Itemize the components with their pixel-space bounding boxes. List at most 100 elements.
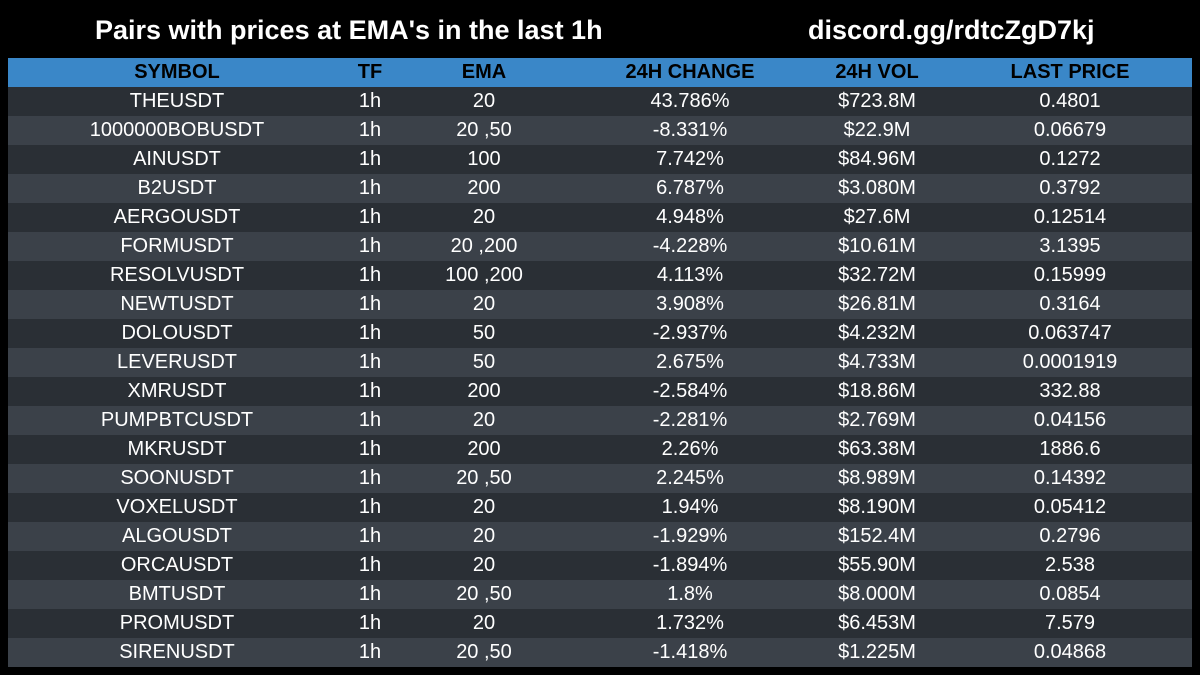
price-cell: 2.538 xyxy=(1044,554,1096,576)
ema-cell: 50 xyxy=(472,322,496,344)
price-cell: 332.88 xyxy=(1039,380,1101,402)
table-row: LEVERUSDT 1h 50 2.675% $4.733M 0.0001919 xyxy=(8,348,1192,377)
column-header-tf: TF xyxy=(357,61,383,83)
change-cell: 2.245% xyxy=(656,467,724,489)
price-cell: 3.1395 xyxy=(1039,235,1101,257)
change-cell: 1.8% xyxy=(667,583,713,605)
tf-cell: 1h xyxy=(358,206,382,228)
tf-cell: 1h xyxy=(358,293,382,315)
price-cell: 0.1272 xyxy=(1039,148,1101,170)
volume-cell: $27.6M xyxy=(843,206,911,228)
change-cell: 1.94% xyxy=(661,496,719,518)
price-cell: 0.3792 xyxy=(1039,177,1101,199)
tf-cell: 1h xyxy=(358,496,382,518)
ema-cell: 20 ,50 xyxy=(456,119,512,141)
tf-cell: 1h xyxy=(358,554,382,576)
ema-cell: 20 xyxy=(472,409,496,431)
change-cell: 3.908% xyxy=(656,293,724,315)
column-header-last-price: LAST PRICE xyxy=(1010,61,1130,83)
discord-link[interactable]: discord.gg/rdtcZgD7kj xyxy=(808,15,1095,45)
volume-cell: $32.72M xyxy=(838,264,916,286)
change-cell: -2.584% xyxy=(652,380,728,402)
table-row: AINUSDT 1h 100 7.742% $84.96M 0.1272 xyxy=(8,145,1192,174)
table-row: SIRENUSDT 1h 20 ,50 -1.418% $1.225M 0.04868 xyxy=(8,638,1192,667)
table-row: FORMUSDT 1h 20 ,200 -4.228% $10.61M 3.1395 xyxy=(8,232,1192,261)
ema-cell: 20 ,50 xyxy=(456,467,512,489)
table-row: THEUSDT 1h 20 43.786% $723.8M 0.4801 xyxy=(8,87,1192,116)
ema-cell: 200 xyxy=(467,380,501,402)
symbol-cell: VOXELUSDT xyxy=(116,496,238,518)
tf-cell: 1h xyxy=(358,467,382,489)
symbol-cell: AERGOUSDT xyxy=(113,206,241,228)
price-cell: 0.063747 xyxy=(1028,322,1112,344)
tf-cell: 1h xyxy=(358,148,382,170)
column-header-ema: EMA xyxy=(461,61,507,83)
price-cell: 0.0001919 xyxy=(1022,351,1118,373)
change-cell: 6.787% xyxy=(656,177,724,199)
change-cell: 2.675% xyxy=(656,351,724,373)
ema-cell: 20 xyxy=(472,554,496,576)
tf-cell: 1h xyxy=(358,351,382,373)
tf-cell: 1h xyxy=(358,119,382,141)
ema-cell: 20 xyxy=(472,612,496,634)
tf-cell: 1h xyxy=(358,641,382,663)
page-title: Pairs with prices at EMA's in the last 1… xyxy=(95,15,603,45)
ema-cell: 50 xyxy=(472,351,496,373)
table-row: BMTUSDT 1h 20 ,50 1.8% $8.000M 0.0854 xyxy=(8,580,1192,609)
table-row: NEWTUSDT 1h 20 3.908% $26.81M 0.3164 xyxy=(8,290,1192,319)
table-row: PUMPBTCUSDT 1h 20 -2.281% $2.769M 0.04156 xyxy=(8,406,1192,435)
ema-pairs-table: SYMBOL TF EMA 24H CHANGE 24H VOL LAST PR… xyxy=(8,58,1192,667)
symbol-cell: XMRUSDT xyxy=(127,380,227,402)
volume-cell: $8.000M xyxy=(838,583,916,605)
volume-cell: $84.96M xyxy=(838,148,916,170)
change-cell: -1.929% xyxy=(652,525,728,547)
header-bar: Pairs with prices at EMA's in the last 1… xyxy=(0,0,1200,58)
symbol-cell: LEVERUSDT xyxy=(116,351,238,373)
price-cell: 0.2796 xyxy=(1039,525,1101,547)
ema-cell: 20 ,50 xyxy=(456,641,512,663)
volume-cell: $2.769M xyxy=(838,409,916,431)
price-cell: 0.0854 xyxy=(1039,583,1101,605)
volume-cell: $63.38M xyxy=(838,438,916,460)
table-body: THEUSDT 1h 20 43.786% $723.8M 0.4801 1000000BO… xyxy=(8,87,1192,667)
change-cell: 4.948% xyxy=(656,206,724,228)
price-cell: 0.15999 xyxy=(1033,264,1107,286)
change-cell: -4.228% xyxy=(652,235,728,257)
tf-cell: 1h xyxy=(358,380,382,402)
ema-cell: 100 ,200 xyxy=(445,264,523,286)
change-cell: -8.331% xyxy=(652,119,728,141)
price-cell: 0.05412 xyxy=(1033,496,1107,518)
tf-cell: 1h xyxy=(358,409,382,431)
symbol-cell: SIRENUSDT xyxy=(119,641,235,663)
ema-cell: 20 xyxy=(472,293,496,315)
table-row: ALGOUSDT 1h 20 -1.929% $152.4M 0.2796 xyxy=(8,522,1192,551)
symbol-cell: SOONUSDT xyxy=(120,467,234,489)
tf-cell: 1h xyxy=(358,235,382,257)
symbol-cell: PROMUSDT xyxy=(119,612,235,634)
ema-cell: 20 xyxy=(472,525,496,547)
volume-cell: $55.90M xyxy=(838,554,916,576)
volume-cell: $1.225M xyxy=(838,641,916,663)
table-row: PROMUSDT 1h 20 1.732% $6.453M 7.579 xyxy=(8,609,1192,638)
ema-cell: 200 xyxy=(467,177,501,199)
table-row: MKRUSDT 1h 200 2.26% $63.38M 1886.6 xyxy=(8,435,1192,464)
ema-cell: 20 ,50 xyxy=(456,583,512,605)
change-cell: -1.418% xyxy=(652,641,728,663)
symbol-cell: NEWTUSDT xyxy=(120,293,234,315)
volume-cell: $22.9M xyxy=(843,119,911,141)
ema-cell: 20 xyxy=(472,206,496,228)
price-cell: 0.4801 xyxy=(1039,90,1101,112)
symbol-cell: 1000000BOBUSDT xyxy=(89,119,265,141)
symbol-cell: AINUSDT xyxy=(133,148,221,170)
symbol-cell: RESOLVUSDT xyxy=(109,264,245,286)
volume-cell: $6.453M xyxy=(838,612,916,634)
symbol-cell: DOLOUSDT xyxy=(121,322,233,344)
tf-cell: 1h xyxy=(358,525,382,547)
volume-cell: $10.61M xyxy=(838,235,916,257)
tf-cell: 1h xyxy=(358,264,382,286)
volume-cell: $3.080M xyxy=(838,177,916,199)
table-row: 1000000BOBUSDT 1h 20 ,50 -8.331% $22.9M 0.066… xyxy=(8,116,1192,145)
change-cell: 4.113% xyxy=(656,264,724,286)
price-cell: 0.04868 xyxy=(1033,641,1107,663)
ema-cell: 200 xyxy=(467,438,501,460)
